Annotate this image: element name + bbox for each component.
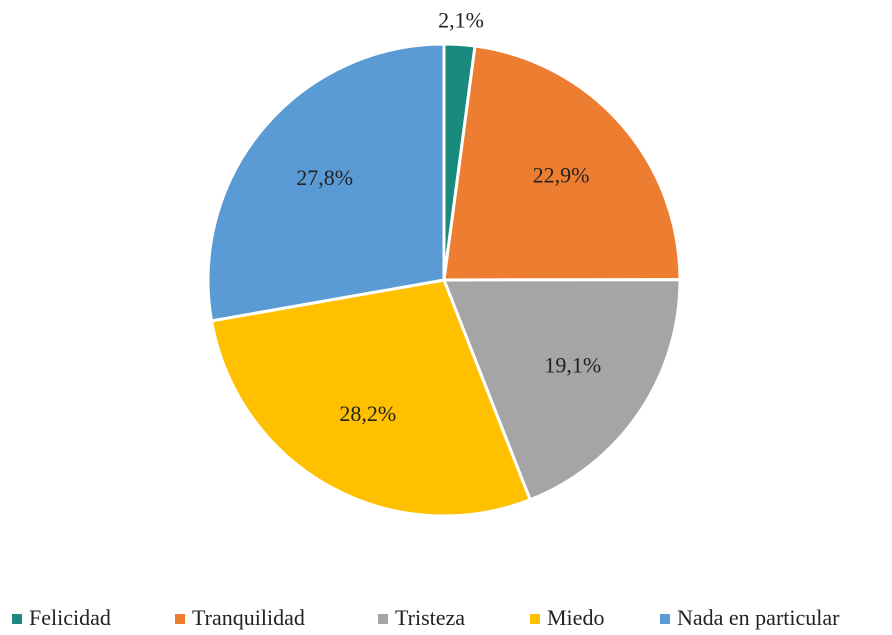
legend-label: Nada en particular: [677, 605, 840, 630]
pie-slice: [442, 44, 682, 282]
pie-slice: [209, 278, 533, 518]
legend-label: Miedo: [547, 605, 604, 630]
legend-label: Tristeza: [395, 605, 465, 630]
legend-label: Felicidad: [29, 605, 111, 630]
data-label: 22,9%: [533, 162, 590, 187]
legend-label: Tranquilidad: [192, 605, 305, 630]
legend-swatch: [660, 614, 670, 624]
pie-slice: [206, 42, 446, 323]
legend-swatch: [12, 614, 22, 624]
legend-swatch: [378, 614, 388, 624]
data-label: 27,8%: [296, 165, 353, 190]
data-label: 19,1%: [544, 353, 601, 378]
data-label: 28,2%: [339, 401, 396, 426]
data-label: 2,1%: [438, 8, 484, 33]
pie-slice: [441, 278, 682, 502]
legend-swatch: [175, 614, 185, 624]
legend-swatch: [530, 614, 540, 624]
